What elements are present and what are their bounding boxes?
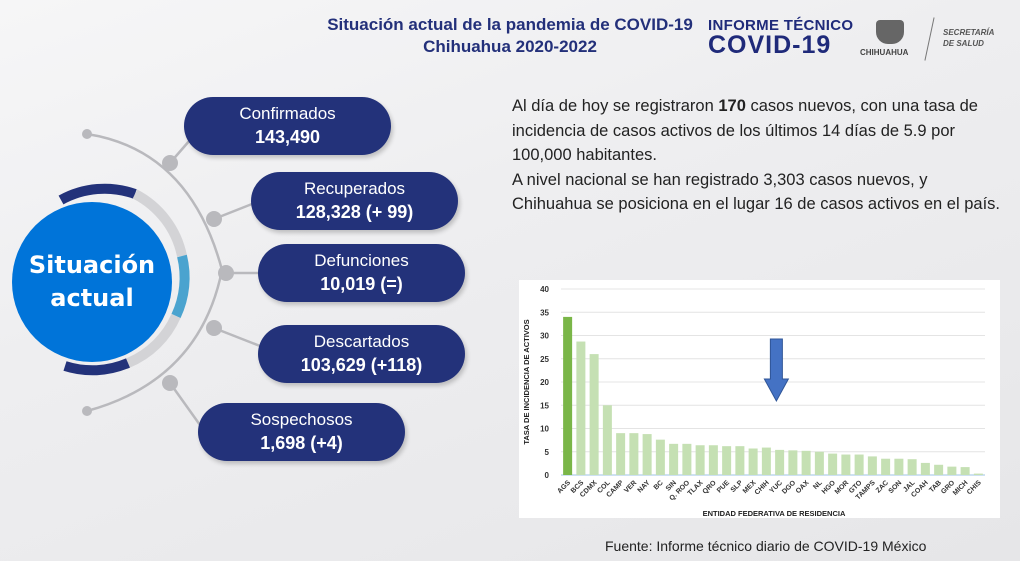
bar-sin (669, 443, 679, 475)
chihuahua-crest-icon (876, 20, 904, 44)
bar-pue (722, 446, 732, 475)
situacion-actual-circle: Situación actual (12, 202, 172, 362)
stat-value: 10,019 (=) (320, 274, 403, 294)
new-cases-count: 170 (718, 97, 746, 115)
stat-recuperados: Recuperados 128,328 (+ 99) (251, 172, 458, 230)
bar-gto (854, 454, 864, 475)
p1-post: casos nuevos, con una tasa de incidencia… (512, 97, 978, 164)
x-tick-label: AGS (556, 479, 572, 495)
stat-confirmados: Confirmados 143,490 (184, 97, 391, 155)
bar-ags (563, 316, 573, 475)
x-tick-label: MOR (834, 479, 851, 496)
x-tick-label: CHIH (754, 479, 771, 496)
bar-nay (642, 434, 652, 475)
y-tick-label: 20 (540, 378, 549, 387)
secretaria-line-2: DE SALUD (943, 39, 984, 48)
bar-yuc (775, 449, 785, 475)
bar-chis (973, 473, 983, 475)
source-note: Fuente: Informe técnico diario de COVID-… (605, 538, 927, 554)
y-tick-label: 5 (545, 448, 550, 457)
bar-mor (841, 454, 851, 475)
x-tick-label: ZAC (875, 479, 890, 494)
bar-bc (655, 439, 665, 475)
y-tick-label: 35 (540, 308, 549, 317)
bar-camp (616, 433, 626, 475)
logo-line-1: INFORME TÉCNICO (708, 17, 854, 34)
y-tick-label: 30 (540, 332, 549, 341)
bar-mich (960, 467, 970, 475)
stat-value: 143,490 (254, 127, 321, 147)
bar-col (602, 405, 612, 475)
stat-defunciones: Defunciones 10,019 (=) (258, 244, 465, 302)
bar-coah (920, 462, 930, 475)
x-tick-label: SON (888, 479, 904, 495)
chihuahua-logo-text: CHIHUAHUA (860, 48, 909, 57)
x-tick-label: CHIS (966, 479, 983, 496)
informe-tecnico-logo: INFORME TÉCNICO COVID-19 (708, 18, 853, 58)
bar-chih (761, 447, 771, 475)
stat-label: Recuperados (303, 179, 406, 198)
x-tick-label: TLAX (687, 479, 705, 497)
bar-bcs (576, 341, 586, 475)
x-tick-label: BC (653, 479, 665, 491)
x-tick-label: PUE (716, 479, 731, 494)
description-paragraph-1: Al día de hoy se registraron 170 casos n… (512, 94, 1002, 168)
x-tick-label: VER (623, 479, 638, 494)
bar-mex (748, 448, 758, 475)
description-paragraph-2: A nivel nacional se han registrado 3,303… (512, 170, 1000, 214)
x-tick-label: DGO (781, 479, 798, 496)
bar-qroo (682, 443, 692, 475)
stat-label: Defunciones (314, 251, 409, 270)
y-axis-label: TASA DE INCIDENCIA DE ACTIVOS (522, 319, 531, 444)
stat-value: 1,698 (+4) (260, 433, 343, 453)
bar-nl (814, 451, 824, 475)
secretaria-logo: SECRETARÍA DE SALUD (943, 27, 994, 49)
logo-line-2: COVID-19 (708, 31, 832, 59)
y-tick-label: 40 (540, 285, 549, 294)
bar-jal (907, 459, 917, 475)
circle-title-1: Situación (28, 251, 156, 279)
bar-tab (934, 464, 944, 475)
connector-arc (58, 129, 261, 426)
bar-slp (735, 446, 745, 475)
stat-value: 128,328 (+ 99) (295, 202, 414, 222)
stat-label: Confirmados (239, 104, 336, 123)
bar-dgo (788, 450, 798, 475)
x-axis-label: ENTIDAD FEDERATIVA DE RESIDENCIA (703, 509, 846, 518)
page-title: Situación actual de la pandemia de COVID… (300, 14, 720, 58)
chart-container: 0 5 10 15 20 25 30 35 40 AGS BCS CDMX COL CAMP VER NAY B… (519, 280, 1000, 518)
secretaria-line-1: SECRETARÍA (943, 28, 995, 37)
bar-qro (708, 445, 718, 475)
bar-tlax (695, 445, 705, 475)
stat-label: Descartados (313, 332, 410, 351)
description-text: Al día de hoy se registraron 170 casos n… (512, 94, 1002, 217)
bar-ver (629, 433, 639, 475)
stat-value: 103,629 (+118) (300, 355, 423, 375)
logo-divider (924, 17, 935, 61)
y-tick-label: 10 (540, 425, 549, 434)
y-tick-label: 25 (540, 355, 549, 364)
p1-pre: Al día de hoy se registraron (512, 97, 719, 115)
indicator-arrow (763, 338, 790, 403)
y-tick-label: 0 (545, 471, 550, 480)
bar-gro (947, 466, 957, 475)
bar-oax (801, 450, 811, 475)
bar-cdmx (589, 354, 599, 475)
y-tick-label: 15 (540, 401, 549, 410)
bar-tamps (867, 456, 877, 475)
title-line-1: Situación actual de la pandemia de COVID… (327, 15, 693, 34)
title-line-2: Chihuahua 2020-2022 (423, 37, 597, 56)
circle-title-2: actual (50, 284, 134, 312)
stat-sospechosos: Sospechosos 1,698 (+4) (198, 403, 405, 461)
stat-label: Sospechosos (250, 410, 353, 429)
bar-son (894, 458, 904, 475)
bar-zac (881, 458, 891, 475)
x-tick-label: QRO (702, 479, 719, 496)
x-tick-label: MICH (952, 479, 970, 497)
x-tick-label: OAX (795, 479, 811, 495)
stat-descartados: Descartados 103,629 (+118) (258, 325, 465, 383)
bar-hgo (828, 453, 838, 475)
x-tick-label: NAY (637, 479, 652, 494)
